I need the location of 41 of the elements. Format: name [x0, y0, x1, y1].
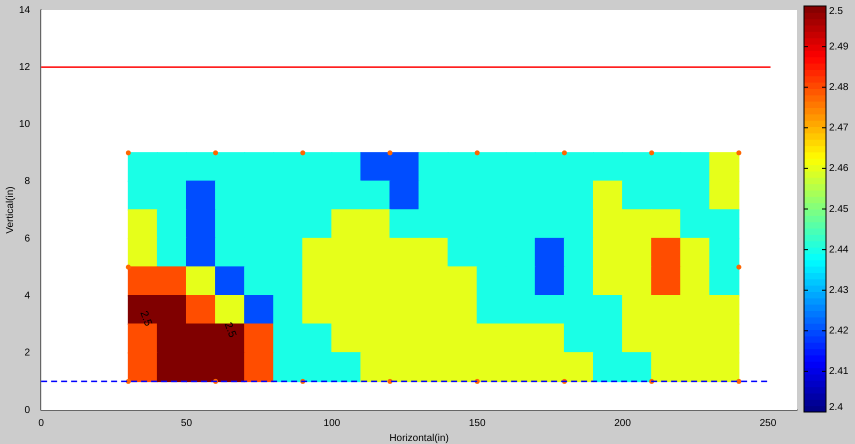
color-bar-label: 2.43 — [829, 284, 849, 296]
color-bar-label: 2.47 — [829, 122, 849, 134]
color-bar-label: 2.42 — [829, 326, 849, 337]
x-tick-label: 200 — [614, 418, 632, 429]
point — [736, 264, 742, 270]
color-bar-label: 2.41 — [829, 366, 849, 378]
color-bar-label: 2.48 — [829, 82, 849, 93]
point — [562, 150, 567, 156]
y-tick-label: 0 — [24, 404, 31, 416]
y-tick-label: 8 — [24, 176, 31, 188]
point — [126, 264, 131, 270]
color-bar-label: 2.46 — [829, 163, 849, 174]
point — [649, 150, 654, 156]
point — [736, 378, 742, 384]
point — [126, 378, 131, 384]
x-tick-label: 250 — [760, 418, 777, 429]
y-tick-label: 4 — [24, 290, 31, 302]
y-axis-title: Vertical(in) — [4, 186, 16, 234]
annotation: 2.5 — [137, 309, 154, 328]
x-tick-label: 100 — [324, 418, 341, 429]
point — [213, 150, 218, 156]
y-tick-label: 6 — [24, 233, 31, 244]
y-tick-label: 12 — [19, 62, 31, 73]
annotation: 2.5 — [222, 320, 238, 340]
point — [387, 150, 392, 156]
y-tick-label: 2 — [24, 348, 31, 359]
y-tick-label: 14 — [19, 4, 31, 16]
color-bar-label: 2.4 — [829, 402, 844, 413]
color-bar-label: 2.49 — [829, 41, 849, 52]
point — [300, 150, 306, 156]
x-tick-label: 50 — [180, 418, 192, 429]
color-bar-label: 2.5 — [829, 6, 844, 17]
x-tick-label: 150 — [468, 418, 486, 429]
point — [126, 150, 131, 156]
point — [736, 150, 742, 156]
x-axis-title: Horizontal(in) — [389, 432, 449, 444]
x-tick-label: 0 — [38, 418, 44, 429]
point — [474, 150, 480, 156]
color-bar-label: 2.45 — [829, 204, 849, 215]
y-tick-label: 10 — [19, 119, 31, 130]
color-bar-label: 2.44 — [829, 244, 849, 256]
